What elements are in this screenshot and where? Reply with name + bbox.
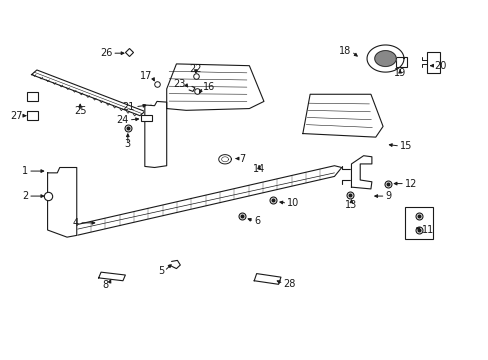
Text: 3: 3 bbox=[124, 139, 131, 149]
Text: 12: 12 bbox=[404, 179, 416, 189]
Text: 10: 10 bbox=[287, 198, 299, 208]
Text: 6: 6 bbox=[254, 216, 260, 226]
Polygon shape bbox=[67, 166, 341, 235]
Text: 27: 27 bbox=[10, 111, 22, 121]
Text: 24: 24 bbox=[116, 115, 128, 125]
Polygon shape bbox=[47, 167, 77, 237]
Polygon shape bbox=[144, 102, 166, 167]
Text: 17: 17 bbox=[140, 71, 152, 81]
Polygon shape bbox=[218, 155, 231, 164]
Text: 15: 15 bbox=[399, 141, 411, 151]
Polygon shape bbox=[351, 156, 371, 189]
Text: 11: 11 bbox=[421, 225, 433, 235]
Text: 13: 13 bbox=[345, 200, 357, 210]
Text: 8: 8 bbox=[102, 280, 108, 291]
Polygon shape bbox=[302, 94, 382, 137]
Text: 22: 22 bbox=[189, 64, 202, 74]
Bar bbox=[426, 52, 440, 73]
Bar bbox=[27, 92, 38, 102]
Text: 18: 18 bbox=[339, 46, 351, 57]
Text: 28: 28 bbox=[283, 279, 295, 289]
Bar bbox=[27, 111, 38, 120]
Text: 7: 7 bbox=[239, 154, 245, 163]
Text: 16: 16 bbox=[203, 82, 215, 92]
Text: 23: 23 bbox=[172, 78, 185, 89]
Polygon shape bbox=[374, 51, 395, 66]
Bar bbox=[395, 58, 406, 67]
Polygon shape bbox=[166, 64, 264, 111]
Text: 20: 20 bbox=[433, 61, 446, 71]
Polygon shape bbox=[31, 70, 144, 116]
Text: 1: 1 bbox=[22, 166, 28, 176]
Text: 5: 5 bbox=[158, 266, 164, 276]
Text: 9: 9 bbox=[385, 191, 391, 201]
Text: 26: 26 bbox=[100, 48, 112, 58]
Text: 19: 19 bbox=[393, 68, 406, 78]
Polygon shape bbox=[366, 45, 403, 72]
Text: 2: 2 bbox=[22, 191, 28, 201]
Text: 14: 14 bbox=[252, 164, 264, 174]
Text: 21: 21 bbox=[122, 102, 135, 112]
Polygon shape bbox=[254, 274, 281, 284]
Text: 25: 25 bbox=[74, 107, 86, 116]
Polygon shape bbox=[99, 272, 125, 281]
Bar bbox=[141, 115, 152, 121]
Bar bbox=[404, 207, 432, 239]
Text: 4: 4 bbox=[73, 218, 79, 228]
